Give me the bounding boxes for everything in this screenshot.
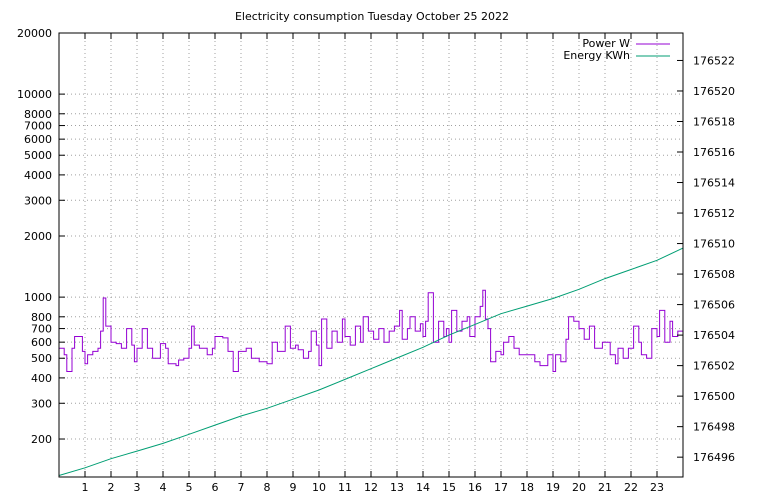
y-left-tick-label: 3000 bbox=[24, 194, 52, 207]
legend-label-power: Power W bbox=[582, 37, 630, 50]
x-tick-label: 14 bbox=[416, 481, 430, 494]
y-left-tick-label: 10000 bbox=[17, 88, 52, 101]
y-right-tick-label: 176516 bbox=[693, 146, 735, 159]
x-tick-label: 13 bbox=[390, 481, 404, 494]
x-tick-label: 4 bbox=[160, 481, 167, 494]
x-tick-label: 2 bbox=[108, 481, 115, 494]
x-tick-label: 19 bbox=[546, 481, 560, 494]
y-left-tick-label: 200 bbox=[31, 433, 52, 446]
y-left-tick-label: 500 bbox=[31, 352, 52, 365]
legend: Power W Energy KWh bbox=[563, 37, 670, 62]
x-tick-label: 1 bbox=[82, 481, 89, 494]
x-tick-label: 16 bbox=[468, 481, 482, 494]
plot-frame bbox=[58, 32, 684, 478]
x-tick-label: 3 bbox=[134, 481, 141, 494]
y-right-tick-label: 176510 bbox=[693, 238, 735, 251]
y-left-tick-label: 700 bbox=[31, 323, 52, 336]
x-tick-label: 17 bbox=[494, 481, 508, 494]
y-right-tick-label: 176502 bbox=[693, 360, 735, 373]
x-tick-label: 10 bbox=[312, 481, 326, 494]
y-right-tick-label: 176506 bbox=[693, 299, 735, 312]
y-right-tick-label: 176500 bbox=[693, 390, 735, 403]
x-tick-label: 20 bbox=[572, 481, 586, 494]
y-left-tick-label: 2000 bbox=[24, 230, 52, 243]
series-group bbox=[58, 247, 684, 476]
y-left-tick-label: 6000 bbox=[24, 133, 52, 146]
x-tick-label: 11 bbox=[338, 481, 352, 494]
x-tick-label: 5 bbox=[186, 481, 193, 494]
y-right-tick-label: 176518 bbox=[693, 115, 735, 128]
x-tick-label: 23 bbox=[650, 481, 664, 494]
y-right-tick-label: 176504 bbox=[693, 329, 735, 342]
x-tick-label: 9 bbox=[290, 481, 297, 494]
x-tick-label: 22 bbox=[624, 481, 638, 494]
x-tick-label: 18 bbox=[520, 481, 534, 494]
x-tick-label: 6 bbox=[212, 481, 219, 494]
axis-ticks: 1 2 3 4 5 6 7 8 9 10 11 12 13 14 15 16 17 18 19 20 21 22 23200… bbox=[17, 27, 735, 494]
energy-series-line bbox=[58, 247, 684, 476]
y-left-tick-label: 600 bbox=[31, 336, 52, 349]
y-left-tick-label: 400 bbox=[31, 372, 52, 385]
y-right-tick-label: 176514 bbox=[693, 177, 735, 190]
x-tick-label: 7 bbox=[238, 481, 245, 494]
y-left-tick-label: 300 bbox=[31, 397, 52, 410]
x-tick-label: 21 bbox=[598, 481, 612, 494]
y-left-tick-label: 800 bbox=[31, 311, 52, 324]
y-left-tick-label: 5000 bbox=[24, 149, 52, 162]
y-right-tick-label: 176498 bbox=[693, 421, 735, 434]
y-left-tick-label: 20000 bbox=[17, 27, 52, 40]
y-right-tick-label: 176512 bbox=[693, 207, 735, 220]
grid-lines bbox=[59, 33, 683, 477]
y-right-tick-label: 176508 bbox=[693, 268, 735, 281]
y-right-tick-label: 176520 bbox=[693, 85, 735, 98]
power-series-line bbox=[59, 289, 684, 372]
legend-label-energy: Energy KWh bbox=[563, 49, 630, 62]
x-tick-label: 15 bbox=[442, 481, 456, 494]
y-left-tick-label: 1000 bbox=[24, 291, 52, 304]
chart-title: Electricity consumption Tuesday October … bbox=[235, 10, 509, 23]
y-left-tick-label: 8000 bbox=[24, 108, 52, 121]
x-tick-label: 12 bbox=[364, 481, 378, 494]
y-left-tick-label: 4000 bbox=[24, 169, 52, 182]
y-right-tick-label: 176522 bbox=[693, 54, 735, 67]
y-right-tick-label: 176496 bbox=[693, 451, 735, 464]
x-tick-label: 8 bbox=[264, 481, 271, 494]
y-left-tick-label: 7000 bbox=[24, 120, 52, 133]
